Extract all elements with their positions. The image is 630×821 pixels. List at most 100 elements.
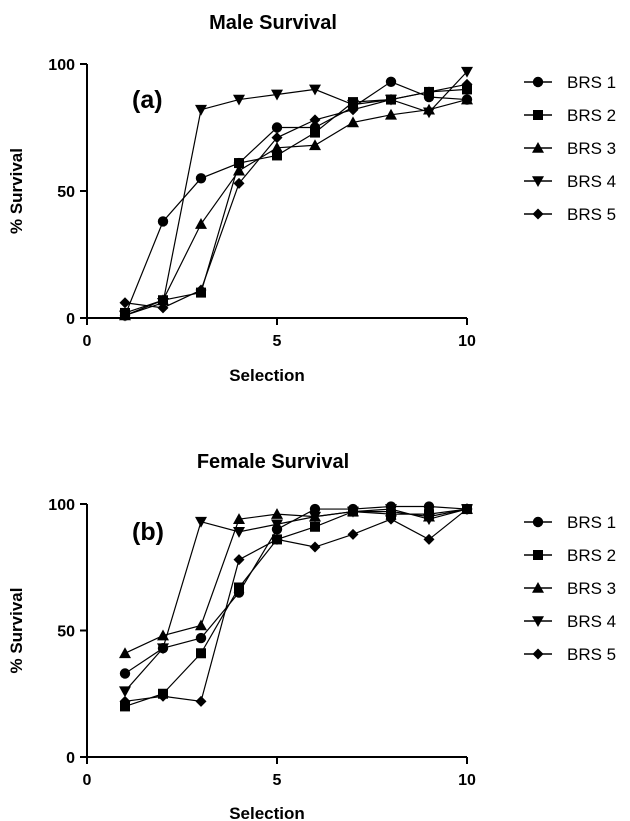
y-tick-label: 100: [48, 497, 75, 514]
series-line: [124, 508, 468, 707]
data-point: [119, 647, 131, 659]
series-line: [124, 508, 468, 692]
data-point: [385, 94, 397, 106]
data-point: [461, 78, 473, 90]
legend-label: BRS 5: [567, 205, 616, 224]
data-point: [385, 504, 397, 516]
data-point: [423, 86, 435, 98]
data-point: [347, 104, 359, 116]
data-point: [195, 695, 207, 707]
series-1: [119, 76, 473, 321]
data-point: [157, 643, 169, 655]
data-point: [234, 582, 244, 593]
data-point: [271, 122, 283, 133]
y-tick-label: 0: [66, 750, 75, 767]
data-point: [461, 503, 473, 515]
x-axis-label: Selection: [229, 366, 305, 385]
data-point: [309, 114, 321, 126]
data-point: [272, 150, 282, 161]
legend-label: BRS 4: [567, 612, 616, 631]
data-point: [309, 139, 321, 151]
data-point: [385, 513, 397, 525]
legend-marker: [532, 176, 544, 187]
legend-item: BRS 5: [524, 645, 616, 664]
data-point: [385, 76, 397, 87]
data-point: [119, 686, 131, 698]
data-point: [195, 632, 207, 644]
chart-title: Male Survival: [209, 12, 337, 34]
legend-marker: [532, 516, 544, 528]
data-point: [385, 108, 397, 120]
data-point: [271, 132, 283, 144]
series-3: [119, 93, 473, 321]
legend-item: BRS 3: [524, 579, 616, 598]
x-tick-label: 10: [458, 333, 476, 350]
x-axis-label: Selection: [229, 804, 305, 821]
series-line: [124, 71, 468, 317]
series-line: [124, 508, 468, 654]
data-point: [310, 127, 320, 138]
legend-marker: [532, 142, 544, 153]
y-tick-label: 100: [48, 57, 75, 74]
legend-label: BRS 5: [567, 645, 616, 664]
series-2: [120, 84, 472, 318]
legend-marker: [532, 582, 544, 593]
data-point: [423, 514, 435, 526]
data-point: [119, 297, 131, 309]
data-point: [309, 503, 321, 515]
data-point: [157, 690, 169, 702]
data-point: [195, 619, 207, 631]
data-point: [119, 695, 131, 707]
series-line: [124, 83, 468, 309]
series-line: [124, 98, 468, 317]
data-point: [195, 218, 207, 229]
y-tick-label: 50: [57, 624, 75, 641]
chart-title: Female Survival: [197, 451, 349, 473]
series-1: [119, 501, 473, 679]
data-point: [119, 668, 131, 679]
data-point: [233, 164, 245, 176]
legend-label: BRS 1: [567, 513, 616, 532]
x-tick-label: 0: [83, 772, 92, 789]
legend-marker: [532, 648, 544, 660]
data-point: [347, 528, 359, 540]
data-point: [271, 508, 283, 519]
data-point: [157, 216, 169, 227]
legend-label: BRS 3: [567, 579, 616, 598]
data-point: [309, 511, 321, 523]
series-5: [119, 503, 473, 707]
legend-label: BRS 2: [567, 546, 616, 565]
x-tick-label: 0: [83, 333, 92, 350]
data-point: [234, 158, 244, 169]
legend-label: BRS 2: [567, 106, 616, 125]
legend-label: BRS 1: [567, 73, 616, 92]
data-point: [233, 513, 245, 524]
series-line: [124, 88, 468, 314]
data-point: [461, 66, 473, 78]
legend-item: BRS 1: [524, 513, 616, 532]
y-axis-label: % Survival: [7, 588, 26, 674]
data-point: [196, 648, 206, 659]
data-point: [233, 94, 245, 106]
data-point: [423, 533, 435, 545]
data-point: [195, 516, 207, 528]
series-5: [119, 78, 473, 314]
series-2: [120, 504, 472, 712]
data-point: [157, 302, 169, 314]
legend-marker: [533, 550, 543, 560]
y-tick-label: 0: [66, 311, 75, 328]
panel-label: (a): [132, 86, 163, 114]
x-tick-label: 5: [273, 772, 282, 789]
data-point: [195, 104, 207, 116]
legend-marker: [532, 616, 544, 627]
legend-item: BRS 1: [524, 73, 616, 92]
data-point: [309, 541, 321, 553]
data-point: [233, 527, 245, 538]
data-point: [195, 284, 207, 296]
legend-label: BRS 3: [567, 139, 616, 158]
legend-item: BRS 2: [524, 106, 616, 125]
data-point: [271, 89, 283, 101]
